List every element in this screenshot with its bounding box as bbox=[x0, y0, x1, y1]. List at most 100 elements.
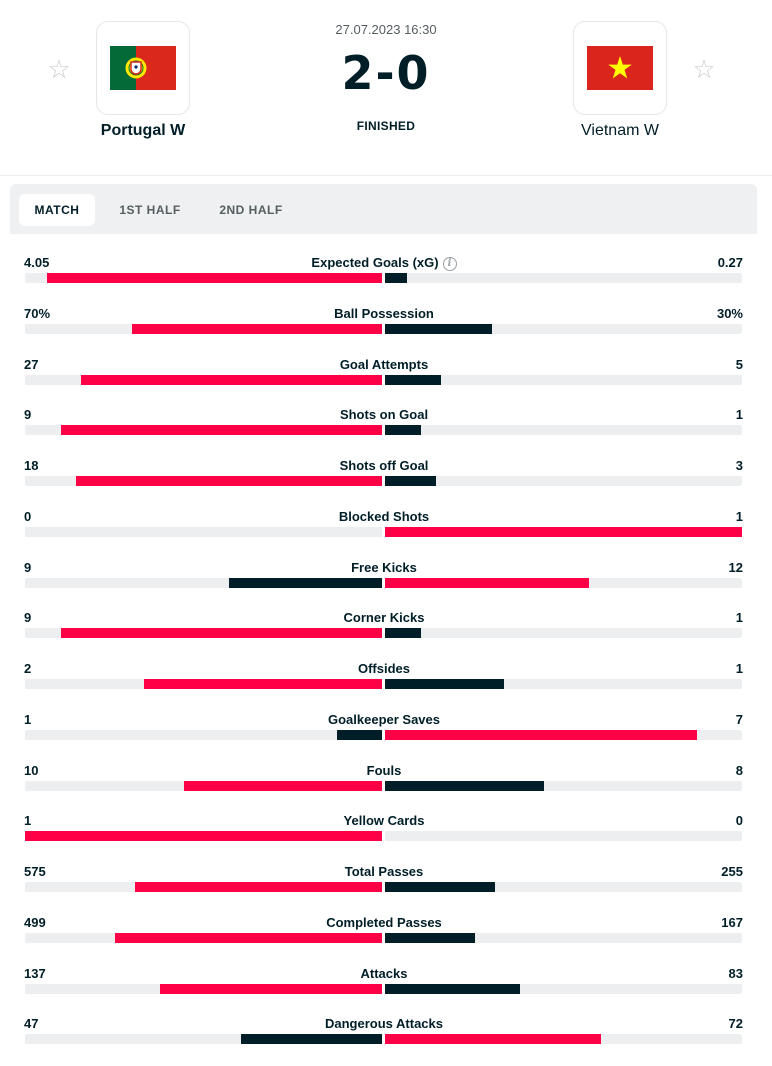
match-score: 2-0 bbox=[341, 46, 431, 100]
stat-home-value: 9 bbox=[24, 407, 32, 422]
stat-label: Expected Goals (xG) i bbox=[236, 255, 532, 271]
stat-away-bar-track bbox=[385, 628, 742, 638]
stat-away-value: 30% bbox=[716, 306, 743, 321]
stat-label: Fouls bbox=[236, 763, 532, 778]
stat-home-bar-track bbox=[25, 375, 382, 385]
stat-home-value: 1 bbox=[24, 712, 32, 727]
stat-home-bar-track bbox=[25, 628, 382, 638]
stat-label-text: Shots off Goal bbox=[339, 458, 429, 473]
stat-home-bar-track bbox=[25, 933, 382, 943]
vietnam-flag-icon bbox=[587, 46, 653, 90]
stat-home-value: 499 bbox=[24, 915, 46, 930]
stat-home-bar bbox=[184, 781, 382, 791]
stat-home-value: 10 bbox=[24, 763, 39, 778]
tab-match[interactable]: MATCH bbox=[19, 194, 95, 226]
stat-home-bar bbox=[241, 1034, 382, 1044]
stat-label: Shots off Goal bbox=[236, 458, 532, 473]
stat-away-value: 255 bbox=[721, 864, 743, 879]
stat-away-bar bbox=[385, 882, 495, 892]
away-team-logo[interactable] bbox=[573, 21, 667, 115]
stat-home-bar bbox=[81, 375, 382, 385]
stat-label-text: Goal Attempts bbox=[339, 357, 429, 372]
stat-label-text: Attacks bbox=[360, 966, 408, 981]
stat-home-bar bbox=[25, 831, 382, 841]
stat-away-bar-track bbox=[385, 831, 742, 841]
stat-label-text: Ball Possession bbox=[334, 306, 434, 321]
stat-home-value: 9 bbox=[24, 610, 32, 625]
stat-home-bar-track bbox=[25, 781, 382, 791]
stat-home-bar bbox=[135, 882, 382, 892]
stat-home-bar bbox=[76, 476, 382, 486]
info-icon[interactable]: i bbox=[442, 257, 457, 271]
stat-label: Goal Attempts bbox=[236, 357, 532, 372]
stat-away-bar bbox=[385, 679, 504, 689]
stat-away-bar-track bbox=[385, 425, 742, 435]
stat-row: 1 Goalkeeper Saves 7 bbox=[0, 712, 772, 758]
stat-away-bar-track bbox=[385, 781, 742, 791]
stat-label-text: Goalkeeper Saves bbox=[327, 712, 441, 727]
stat-label: Completed Passes bbox=[236, 915, 532, 930]
stat-away-bar-track bbox=[385, 933, 742, 943]
stat-away-bar bbox=[385, 273, 407, 283]
home-team-name[interactable]: Portugal W bbox=[100, 122, 186, 139]
stat-home-bar-track bbox=[25, 831, 382, 841]
stat-home-value: 1 bbox=[24, 813, 32, 828]
stat-home-value: 18 bbox=[24, 458, 39, 473]
stat-home-bar-track bbox=[25, 1034, 382, 1044]
stat-away-value: 83 bbox=[728, 966, 743, 981]
stat-home-bar-track bbox=[25, 324, 382, 334]
home-team-logo[interactable] bbox=[96, 21, 190, 115]
stat-label-text: Dangerous Attacks bbox=[325, 1016, 443, 1031]
favorite-star-icon[interactable]: ☆ bbox=[692, 54, 716, 84]
tab-2nd-half[interactable]: 2ND HALF bbox=[219, 203, 283, 217]
stat-away-bar-track bbox=[385, 375, 742, 385]
stat-home-bar-track bbox=[25, 476, 382, 486]
stat-label-text: Expected Goals (xG) bbox=[311, 255, 439, 270]
stat-away-bar-track bbox=[385, 476, 742, 486]
stat-away-value: 3 bbox=[735, 458, 743, 473]
portugal-flag-icon bbox=[110, 46, 176, 90]
stat-home-value: 2 bbox=[24, 661, 32, 676]
stat-home-bar-track bbox=[25, 273, 382, 283]
period-tabs: MATCH 1ST HALF 2ND HALF bbox=[10, 184, 757, 234]
stat-away-value: 8 bbox=[735, 763, 743, 778]
stat-label: Ball Possession bbox=[236, 306, 532, 321]
stat-away-bar bbox=[385, 781, 544, 791]
stat-home-bar-track bbox=[25, 984, 382, 994]
stat-away-bar bbox=[385, 578, 589, 588]
stat-label-text: Corner Kicks bbox=[343, 610, 425, 625]
away-team-name[interactable]: Vietnam W bbox=[581, 122, 659, 139]
stat-away-value: 0 bbox=[735, 813, 743, 828]
stat-away-bar bbox=[385, 425, 421, 435]
stat-home-bar bbox=[144, 679, 382, 689]
stat-home-bar bbox=[337, 730, 382, 740]
stat-away-value: 12 bbox=[728, 560, 743, 575]
stat-home-bar bbox=[229, 578, 382, 588]
stat-label-text: Fouls bbox=[366, 763, 402, 778]
stat-away-value: 1 bbox=[735, 407, 743, 422]
favorite-star-icon[interactable]: ☆ bbox=[47, 54, 71, 84]
stat-away-bar bbox=[385, 375, 441, 385]
stat-away-bar bbox=[385, 730, 697, 740]
stat-home-bar-track bbox=[25, 882, 382, 892]
stat-home-value: 47 bbox=[24, 1016, 39, 1031]
stat-row: 2 Offsides 1 bbox=[0, 661, 772, 707]
tab-1st-half[interactable]: 1ST HALF bbox=[119, 203, 181, 217]
stat-home-bar-track bbox=[25, 425, 382, 435]
stat-label: Dangerous Attacks bbox=[236, 1016, 532, 1031]
stat-away-bar bbox=[385, 933, 475, 943]
stat-away-bar-track bbox=[385, 882, 742, 892]
stat-label-text: Shots on Goal bbox=[339, 407, 429, 422]
stat-label-text: Completed Passes bbox=[326, 915, 442, 930]
stat-label: Offsides bbox=[236, 661, 532, 676]
stat-home-bar-track bbox=[25, 730, 382, 740]
stat-away-bar-track bbox=[385, 578, 742, 588]
stat-row: 9 Shots on Goal 1 bbox=[0, 407, 772, 453]
match-status: FINISHED bbox=[356, 119, 416, 133]
stat-away-value: 5 bbox=[735, 357, 743, 372]
stat-away-value: 1 bbox=[735, 509, 743, 524]
stat-home-value: 70% bbox=[24, 306, 51, 321]
stat-away-bar bbox=[385, 527, 742, 537]
stat-away-value: 72 bbox=[728, 1016, 743, 1031]
stat-label-text: Blocked Shots bbox=[338, 509, 430, 524]
